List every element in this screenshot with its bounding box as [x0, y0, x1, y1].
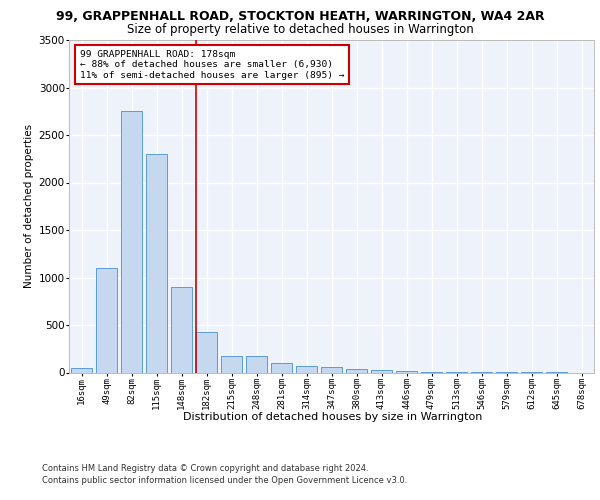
Bar: [96, 268, 117, 372]
Bar: [296, 366, 317, 372]
Bar: [171, 287, 192, 372]
Text: Size of property relative to detached houses in Warrington: Size of property relative to detached ho…: [127, 22, 473, 36]
Bar: [196, 332, 217, 372]
Text: Distribution of detached houses by size in Warrington: Distribution of detached houses by size …: [184, 412, 482, 422]
Bar: [246, 356, 267, 372]
Text: Contains HM Land Registry data © Crown copyright and database right 2024.: Contains HM Land Registry data © Crown c…: [42, 464, 368, 473]
Text: 99 GRAPPENHALL ROAD: 178sqm
← 88% of detached houses are smaller (6,930)
11% of : 99 GRAPPENHALL ROAD: 178sqm ← 88% of det…: [79, 50, 344, 80]
Bar: [146, 154, 167, 372]
Bar: [221, 356, 242, 372]
Bar: [321, 368, 342, 372]
Y-axis label: Number of detached properties: Number of detached properties: [25, 124, 34, 288]
Bar: [121, 112, 142, 372]
Bar: [71, 368, 92, 372]
Text: 99, GRAPPENHALL ROAD, STOCKTON HEATH, WARRINGTON, WA4 2AR: 99, GRAPPENHALL ROAD, STOCKTON HEATH, WA…: [56, 10, 544, 23]
Bar: [371, 370, 392, 372]
Bar: [271, 363, 292, 372]
Bar: [346, 369, 367, 372]
Text: Contains public sector information licensed under the Open Government Licence v3: Contains public sector information licen…: [42, 476, 407, 485]
Bar: [396, 370, 417, 372]
